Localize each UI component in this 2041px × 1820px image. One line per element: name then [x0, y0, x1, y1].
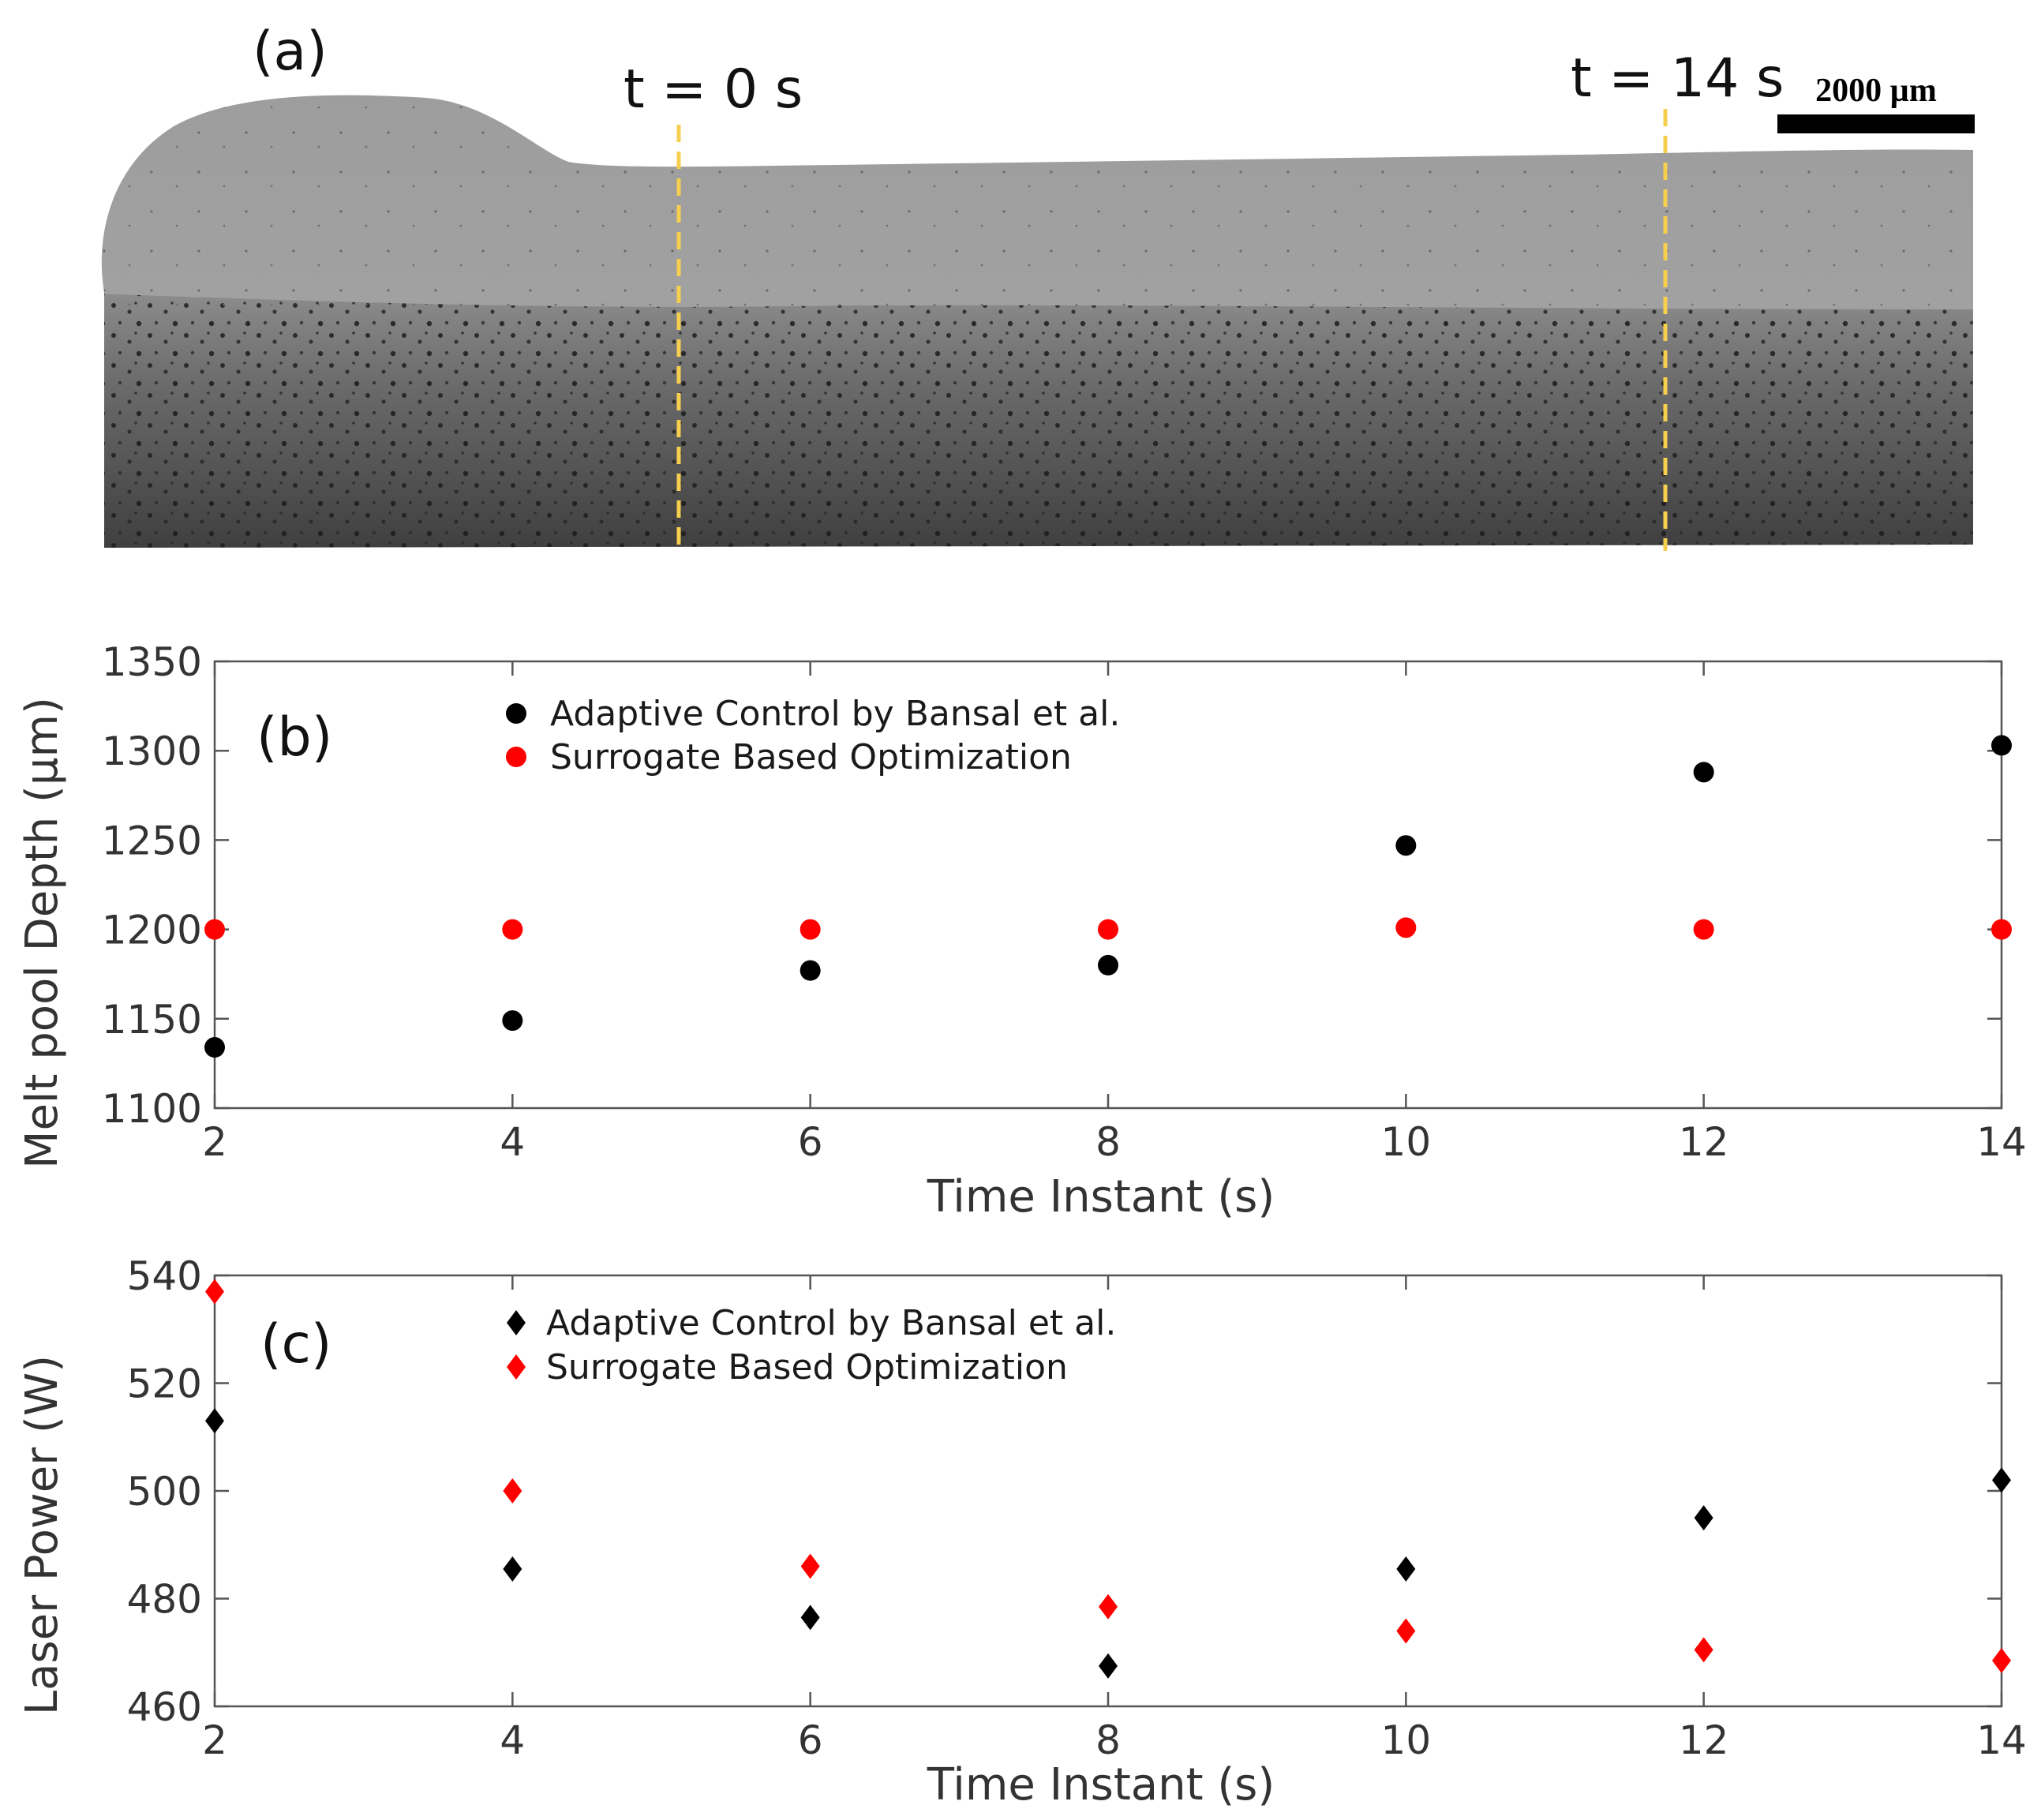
laser-power-chart: 2 4 6 8 10 12 14 460 480 500 520 540 (c) Adaptive C… — [17, 1253, 2027, 1811]
panel-a-label: (a) — [253, 21, 328, 83]
data-point-adaptive — [1693, 762, 1714, 783]
x-tick-label: 4 — [500, 1119, 525, 1165]
data-point-adaptive — [205, 1408, 224, 1434]
legend-label-adaptive: Adaptive Control by Bansal et al. — [550, 694, 1120, 734]
legend-label-surrogate: Surrogate Based Optimization — [550, 737, 1072, 777]
data-points — [205, 1279, 2011, 1679]
y-tick-label: 1300 — [102, 728, 202, 774]
data-point-adaptive — [204, 1037, 225, 1058]
data-point-adaptive — [800, 960, 821, 981]
y-tick-label: 480 — [127, 1577, 202, 1623]
data-point-adaptive — [503, 1556, 522, 1582]
data-point-adaptive — [1395, 835, 1417, 856]
y-tick-label: 1350 — [102, 639, 202, 685]
legend: Adaptive Control by Bansal et al. Surrog… — [507, 1303, 1116, 1387]
panel-b-label: (b) — [257, 706, 332, 769]
x-tick-label: 4 — [500, 1717, 525, 1763]
x-tick-label: 8 — [1095, 1119, 1121, 1165]
y-axis-label: Melt pool Depth (μm) — [17, 697, 68, 1169]
y-axis-label: Laser Power (W) — [17, 1355, 68, 1715]
data-point-adaptive — [1694, 1505, 1713, 1531]
panel-c-label: (c) — [260, 1313, 331, 1376]
x-tick-label: 10 — [1381, 1119, 1432, 1165]
data-point-surrogate — [1992, 1647, 2011, 1673]
data-point-surrogate — [800, 919, 821, 940]
data-points — [204, 735, 2012, 1058]
y-tick-label: 540 — [127, 1253, 202, 1299]
x-tick-label: 14 — [1976, 1717, 2027, 1763]
data-point-surrogate — [800, 1553, 820, 1579]
axis-ticks: 2 4 6 8 10 12 14 1100 1150 1200 1250 1300 1350 — [102, 639, 2027, 1165]
data-point-surrogate — [1099, 1593, 1118, 1620]
data-point-surrogate — [204, 919, 225, 940]
data-point-surrogate — [1694, 1637, 1713, 1663]
end-time-label: t = 14 s — [1571, 47, 1784, 110]
data-point-surrogate — [1991, 919, 2012, 940]
y-tick-label: 500 — [127, 1469, 202, 1515]
data-point-surrogate — [1396, 1618, 1416, 1644]
legend-marker-surrogate — [506, 747, 526, 767]
data-point-surrogate — [503, 1478, 522, 1504]
x-tick-label: 10 — [1381, 1717, 1432, 1763]
micrograph-cross-section — [101, 95, 1973, 549]
x-axis-label: Time Instant (s) — [927, 1759, 1275, 1811]
x-axis-label: Time Instant (s) — [927, 1171, 1275, 1223]
axis-ticks: 2 4 6 8 10 12 14 460 480 500 520 540 — [127, 1253, 2027, 1763]
data-point-surrogate — [1098, 919, 1118, 940]
scale-bar-label: 2000 µm — [1815, 73, 1937, 109]
x-tick-label: 2 — [202, 1119, 227, 1165]
data-point-adaptive — [1991, 735, 2012, 756]
melt-pool-depth-chart: 2 4 6 8 10 12 14 1100 1150 1200 1250 1300 1350 (b) A… — [17, 639, 2027, 1223]
data-point-adaptive — [1099, 1653, 1118, 1679]
y-tick-label: 1150 — [102, 997, 202, 1043]
x-tick-label: 6 — [798, 1119, 823, 1165]
data-point-surrogate — [205, 1279, 224, 1305]
x-tick-label: 2 — [202, 1717, 227, 1763]
y-tick-label: 1100 — [102, 1086, 202, 1132]
start-time-label: t = 0 s — [624, 58, 803, 121]
legend-label-adaptive: Adaptive Control by Bansal et al. — [546, 1303, 1116, 1343]
legend-marker-adaptive — [506, 703, 526, 724]
data-point-adaptive — [502, 1010, 523, 1032]
micrograph-panel: (a) t = 0 s t = 14 s 2000 µm — [101, 21, 1975, 551]
data-point-surrogate — [502, 919, 523, 940]
legend-marker-adaptive — [507, 1310, 526, 1335]
x-tick-label: 12 — [1679, 1119, 1729, 1165]
data-point-adaptive — [1396, 1556, 1416, 1582]
y-tick-label: 1250 — [102, 818, 202, 863]
legend-label-surrogate: Surrogate Based Optimization — [546, 1347, 1068, 1387]
data-point-adaptive — [1992, 1467, 2011, 1493]
data-point-adaptive — [800, 1605, 820, 1631]
x-tick-label: 12 — [1679, 1717, 1729, 1763]
data-point-adaptive — [1098, 954, 1118, 976]
scale-bar — [1777, 114, 1975, 133]
legend-marker-surrogate — [507, 1354, 526, 1380]
data-point-surrogate — [1395, 917, 1417, 938]
x-tick-label: 8 — [1095, 1717, 1121, 1763]
y-tick-label: 1200 — [102, 908, 202, 953]
data-point-surrogate — [1693, 919, 1714, 940]
x-tick-label: 6 — [798, 1717, 823, 1763]
legend: Adaptive Control by Bansal et al. Surrog… — [506, 694, 1120, 777]
y-tick-label: 460 — [127, 1684, 202, 1730]
y-tick-label: 520 — [127, 1361, 202, 1407]
x-tick-label: 14 — [1976, 1119, 2027, 1165]
